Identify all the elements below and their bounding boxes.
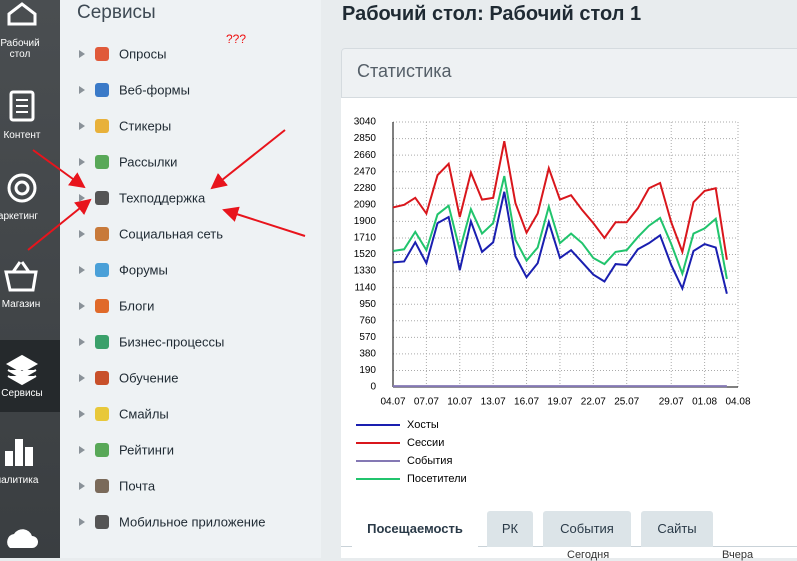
- sidebar: Рабочий стол Контент аркетинг Магазин Се…: [0, 0, 60, 558]
- expand-arrow[interactable]: [79, 266, 85, 274]
- x-tick-label: 13.07: [481, 397, 506, 408]
- x-tick-label: 04.07: [380, 397, 405, 408]
- series-line: [392, 140, 728, 260]
- expand-arrow[interactable]: [79, 230, 85, 238]
- legend-label: События: [407, 455, 452, 467]
- menu-item[interactable]: Рейтинги: [119, 442, 174, 458]
- legend-label: Сессии: [407, 437, 444, 449]
- note: ???: [226, 32, 247, 46]
- series-line: [392, 175, 728, 280]
- expand-arrow[interactable]: [79, 50, 85, 58]
- y-tick-label: 1140: [354, 282, 376, 293]
- menu-item[interactable]: Веб-формы: [119, 82, 190, 98]
- y-tick-label: 3040: [354, 117, 377, 128]
- menu-icon: [95, 299, 109, 313]
- sidebar-label[interactable]: Магазин: [1, 299, 41, 310]
- menu-item[interactable]: Стикеры: [119, 118, 172, 134]
- menu-item[interactable]: Техподдержка: [119, 190, 206, 206]
- menu-icon: [95, 83, 109, 97]
- menu-item[interactable]: Почта: [119, 478, 156, 494]
- x-tick-label: 22.07: [581, 397, 606, 408]
- menu-item[interactable]: Смайлы: [119, 406, 169, 422]
- menu-icon: [95, 407, 109, 421]
- y-tick-label: 1520: [354, 249, 377, 260]
- expand-arrow[interactable]: [79, 158, 85, 166]
- menu-item[interactable]: Форумы: [119, 262, 168, 278]
- expand-arrow[interactable]: [79, 446, 85, 454]
- y-tick-label: 2660: [354, 150, 377, 161]
- y-tick-label: 1900: [354, 216, 377, 227]
- tab[interactable]: Посещаемость: [352, 511, 478, 548]
- y-tick-label: 760: [359, 315, 376, 326]
- series-line: [392, 191, 728, 294]
- expand-arrow[interactable]: [79, 410, 85, 418]
- page-title: Рабочий стол: Рабочий стол 1: [342, 3, 642, 25]
- sidebar-label[interactable]: аркетинг: [0, 211, 39, 222]
- expand-arrow[interactable]: [79, 302, 85, 310]
- menu-item[interactable]: Рассылки: [119, 154, 178, 170]
- y-tick-label: 2090: [354, 199, 377, 210]
- sidebar-label[interactable]: налитика: [0, 475, 39, 486]
- y-tick-label: 1330: [354, 266, 377, 277]
- y-tick-label: 2470: [354, 166, 377, 177]
- services-title: Сервисы: [77, 2, 156, 23]
- tab[interactable]: Сайты: [641, 511, 713, 547]
- table-header: Сегодня: [567, 549, 610, 561]
- stat-panel: Статистика: [341, 48, 797, 558]
- chart: 0 190 380 570 760 950 1140 1330 1520 1710 1900 2090…: [354, 117, 751, 485]
- menu-icon: [95, 47, 109, 61]
- expand-arrow[interactable]: [79, 194, 85, 202]
- sidebar-label[interactable]: Сервисы: [1, 388, 43, 399]
- panel-title: Статистика: [357, 61, 452, 81]
- expand-arrow[interactable]: [79, 122, 85, 130]
- x-tick-label: 04.08: [725, 397, 750, 408]
- table-header: Вчера: [722, 549, 754, 561]
- tab[interactable]: События: [543, 511, 631, 547]
- y-tick-label: 2280: [354, 183, 377, 194]
- menu-icon: [95, 515, 109, 529]
- menu-icon: [95, 155, 109, 169]
- x-tick-label: 19.07: [547, 397, 572, 408]
- expand-arrow[interactable]: [79, 86, 85, 94]
- menu-item[interactable]: Блоги: [119, 298, 155, 314]
- x-tick-label: 29.07: [659, 397, 684, 408]
- x-tick-label: 10.07: [447, 397, 472, 408]
- x-tick-label: 16.07: [514, 397, 539, 408]
- menu-icon: [95, 191, 109, 205]
- expand-arrow[interactable]: [79, 482, 85, 490]
- y-tick-label: 380: [359, 349, 376, 360]
- menu-icon: [95, 263, 109, 277]
- legend-label: Хосты: [407, 419, 439, 431]
- menu-item[interactable]: Опросы: [119, 46, 167, 62]
- y-tick-label: 950: [359, 299, 376, 310]
- sidebar-icons: [4, 2, 39, 548]
- tab[interactable]: РК: [487, 511, 533, 547]
- y-tick-label: 2850: [354, 133, 377, 144]
- menu-icon: [95, 371, 109, 385]
- menu-item[interactable]: Социальная сеть: [119, 226, 223, 242]
- y-tick-label: 570: [359, 332, 376, 343]
- menu-icon: [95, 479, 109, 493]
- y-tick-label: 1710: [354, 233, 377, 244]
- menu-icon: [95, 443, 109, 457]
- menu-icon: [95, 227, 109, 241]
- expand-arrow[interactable]: [79, 518, 85, 526]
- y-tick-label: 190: [359, 365, 376, 376]
- sidebar-label[interactable]: Контент: [3, 130, 41, 141]
- panel-header: [341, 48, 797, 98]
- menu-icon: [95, 335, 109, 349]
- legend-label: Посетители: [407, 473, 467, 485]
- menu-item[interactable]: Мобильное приложение: [119, 514, 266, 530]
- menu-item[interactable]: Бизнес-процессы: [119, 334, 225, 350]
- sidebar-label[interactable]: Рабочий стол: [0, 38, 40, 60]
- expand-arrow[interactable]: [79, 338, 85, 346]
- menu-item[interactable]: Обучение: [119, 370, 179, 386]
- x-tick-label: 07.07: [414, 397, 439, 408]
- y-tick-label: 0: [370, 382, 376, 393]
- expand-arrow[interactable]: [79, 374, 85, 382]
- menu-icon: [95, 119, 109, 133]
- x-tick-label: 01.08: [692, 397, 717, 408]
- x-tick-label: 25.07: [614, 397, 639, 408]
